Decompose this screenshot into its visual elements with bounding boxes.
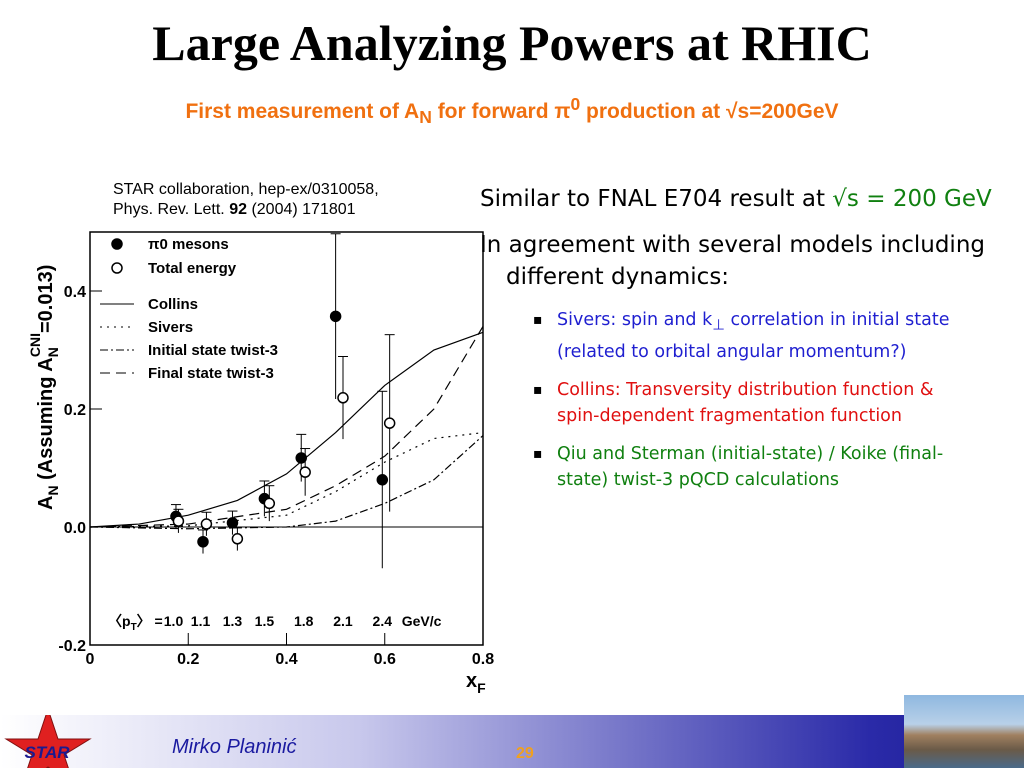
data-point [295, 452, 307, 464]
data-point [299, 466, 311, 478]
bullet-text: Qiu and Sterman (initial-state) / Koike … [557, 443, 944, 490]
pt-label: 〈pT〉 = [108, 613, 163, 633]
pt-text: 〉 = [137, 613, 163, 629]
citation: STAR collaboration, hep-ex/0310058, Phys.… [113, 180, 379, 220]
data-point [263, 497, 276, 510]
legend-label: Total energy [148, 260, 237, 277]
sub-bullet: Qiu and Sterman (initial-state) / Koike … [533, 441, 958, 493]
footer-bar: STAR Mirko Planinić 29 [0, 695, 1024, 768]
y-label-text: (Assuming A [35, 357, 57, 485]
author: Mirko Planinić [172, 736, 296, 758]
plot-frame [89, 231, 484, 646]
bullet-sub: ⊥ [712, 316, 725, 334]
pt-value: 2.4 [373, 613, 393, 629]
logo-text: STAR [24, 743, 70, 762]
citation-line: Phys. Rev. Lett. 92 (2004) 171801 [113, 200, 379, 220]
citation-text: (2004) 171801 [247, 201, 356, 218]
data-point [231, 533, 244, 545]
pt-value: 1.5 [255, 613, 275, 629]
legend-label: Final state twist-3 [148, 365, 274, 382]
model-curve [89, 326, 484, 528]
x-label-text: x [466, 670, 477, 692]
subtitle: First measurement of AN for forward π0 p… [0, 94, 1024, 128]
citation-line: STAR collaboration, hep-ex/0310058, [113, 181, 379, 198]
bullet: In agreement with several models includi… [480, 229, 1006, 293]
subtitle-text: for forward π [431, 100, 571, 123]
chart: xF AN (Assuming ANCNI=0.013) 〈pT〉 = -0.2… [27, 231, 494, 696]
city-photo [904, 695, 1024, 768]
pt-sub: T [131, 622, 137, 633]
bullet-text: Collins: Transversity distribution funct… [557, 379, 934, 426]
x-tick-label: 0.6 [374, 651, 396, 668]
bullet: Similar to FNAL E704 result at √s = 200 … [480, 183, 1024, 215]
legend-label: Initial state twist-3 [148, 342, 278, 359]
bullet-text: Similar to FNAL E704 result at [480, 186, 833, 212]
bullet-list: Similar to FNAL E704 result at √s = 200 … [480, 183, 1024, 505]
sub-bullet: Collins: Transversity distribution funct… [533, 377, 958, 429]
citation-volume: 92 [229, 201, 247, 218]
legend-label: π0 mesons [148, 236, 229, 253]
model-curve [89, 435, 484, 530]
y-label-text: =0.013) [35, 265, 57, 333]
slide-title: Large Analyzing Powers at RHIC [152, 15, 872, 71]
legend-marker [111, 262, 123, 274]
x-label-sub: F [477, 680, 486, 696]
subtitle-sub: N [419, 107, 432, 128]
legend-label: Sivers [148, 319, 193, 336]
bullet-text: √s = 200 [832, 186, 937, 212]
model-curve [89, 432, 484, 528]
bullet-text: correlation in initial state (related to… [557, 310, 950, 362]
sub-bullet-list: Sivers: spin and k⊥ correlation in initi… [533, 307, 958, 493]
star-logo [4, 715, 92, 768]
y-label-text: A [35, 496, 57, 510]
data-point [383, 417, 396, 429]
y-tick-label: 0.4 [64, 284, 86, 301]
footer-graphics: STAR Mirko Planinić 29 [4, 715, 534, 768]
y-tick-label: 0.0 [64, 520, 86, 537]
pt-value: 1.0 [164, 613, 184, 629]
y-axis-label: AN (Assuming ANCNI=0.013) [27, 265, 61, 510]
pt-text: 〈p [108, 613, 131, 629]
x-tick-label: 0.4 [275, 651, 297, 668]
pt-value: 1.3 [223, 613, 243, 629]
sub-bullet: Sivers: spin and k⊥ correlation in initi… [533, 307, 958, 365]
model-curve [89, 331, 484, 528]
page-number: 29 [516, 745, 534, 762]
pt-value: 1.8 [294, 613, 314, 629]
y-tick-label: -0.2 [58, 638, 86, 655]
citation-text: Phys. Rev. Lett. [113, 201, 230, 218]
data-point [197, 536, 209, 548]
x-tick-label: 0.2 [177, 651, 199, 668]
subtitle-text: production at √s=200GeV [580, 100, 839, 123]
x-axis-label: xF [466, 670, 486, 696]
subtitle-text: First measurement of A [185, 100, 420, 123]
pt-value: GeV/c [402, 613, 442, 629]
x-tick-label: 0.8 [472, 651, 494, 668]
legend-marker [111, 238, 123, 250]
y-label-sup: CNI [27, 333, 43, 357]
y-tick-label: 0.2 [64, 402, 86, 419]
data-point [337, 392, 349, 404]
data-point [200, 518, 213, 530]
bullet-text: GeV [936, 186, 992, 212]
pt-value: 1.1 [191, 613, 211, 629]
bullet-text: Sivers: spin and k [557, 310, 713, 330]
pt-value: 2.1 [333, 613, 353, 629]
y-label-sub: N [45, 485, 61, 495]
data-point [376, 474, 389, 486]
bullet-text: In agreement with several models includi… [480, 232, 985, 290]
data-point [226, 517, 239, 529]
x-tick-label: 0 [86, 651, 95, 668]
data-point [329, 310, 342, 323]
subtitle-sup: 0 [570, 94, 581, 114]
legend-label: Collins [148, 296, 198, 313]
y-label-sub: N [45, 347, 61, 357]
data-point [172, 515, 185, 527]
